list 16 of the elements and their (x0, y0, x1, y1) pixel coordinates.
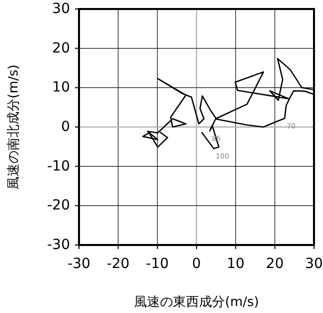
x-tick-label: -10 (146, 256, 169, 272)
y-tick-label: -10 (47, 158, 70, 174)
y-tick-label: 10 (52, 80, 70, 96)
y-tick-label: 30 (52, 1, 70, 17)
y-axis-title: 風速の南北成分(m/s) (6, 64, 22, 190)
y-tick-label: 20 (52, 40, 70, 56)
x-tick-label: 0 (192, 256, 201, 272)
x-axis-title: 風速の東西成分(m/s) (134, 295, 259, 310)
y-tick-label: 0 (61, 119, 70, 135)
x-tick-label: 10 (226, 256, 245, 272)
y-tick-label: -30 (47, 237, 70, 253)
y-tick-label: -20 (47, 198, 70, 214)
x-tick-label: -30 (68, 256, 90, 272)
x-tick-label: 20 (266, 256, 284, 272)
x-tick-label: -20 (106, 256, 130, 272)
x-tick-label: 30 (305, 256, 323, 272)
